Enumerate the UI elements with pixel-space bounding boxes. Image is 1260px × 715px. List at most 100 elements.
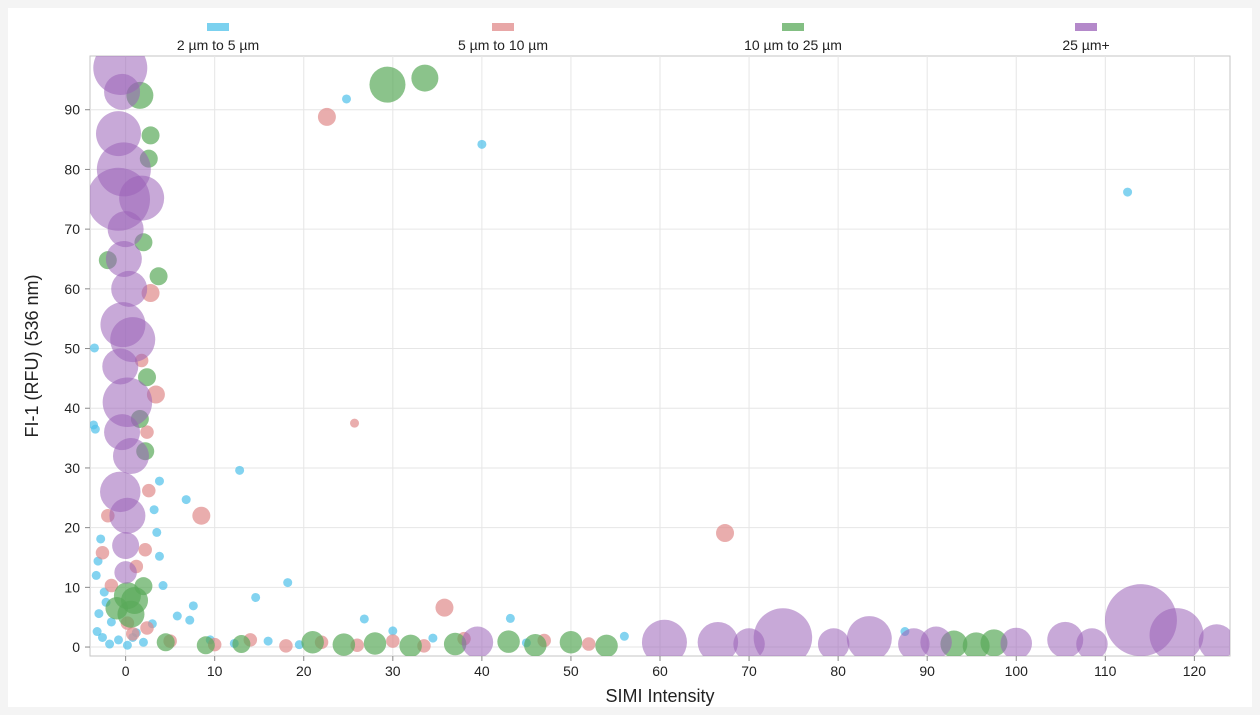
data-point xyxy=(109,497,146,534)
data-point xyxy=(359,614,369,624)
data-point xyxy=(435,598,454,617)
data-point xyxy=(980,629,1008,656)
data-point xyxy=(279,639,293,653)
data-point xyxy=(185,615,195,625)
y-tick-label: 50 xyxy=(64,341,80,357)
data-point xyxy=(817,628,850,656)
data-point xyxy=(428,633,438,643)
data-point xyxy=(138,368,156,387)
y-axis-label: FI-1 (RFU) (536 nm) xyxy=(22,274,42,437)
y-tick-label: 10 xyxy=(64,579,80,595)
data-point xyxy=(154,476,164,486)
data-point xyxy=(196,636,215,655)
x-tick-label: 120 xyxy=(1183,663,1207,679)
data-point xyxy=(112,532,140,560)
y-tick-label: 30 xyxy=(64,460,80,476)
data-point xyxy=(114,561,137,584)
x-tick-label: 50 xyxy=(563,663,579,679)
legend-label: 25 µm+ xyxy=(1062,37,1109,53)
x-tick-label: 90 xyxy=(919,663,935,679)
data-point xyxy=(152,527,162,537)
data-point xyxy=(102,377,153,428)
x-tick-label: 30 xyxy=(385,663,401,679)
data-point xyxy=(697,622,739,656)
data-point xyxy=(154,551,164,561)
data-point xyxy=(619,631,629,641)
data-point xyxy=(235,465,245,475)
y-tick-label: 0 xyxy=(72,639,80,655)
data-point xyxy=(716,524,735,543)
y-tick-label: 60 xyxy=(64,281,80,297)
data-point xyxy=(90,424,100,434)
scatter-chart: 2 µm to 5 µm 5 µm to 10 µm 10 µm to 25 µm 2… xyxy=(22,23,1231,706)
data-point xyxy=(232,635,251,654)
data-point xyxy=(505,613,515,623)
data-point xyxy=(92,627,102,637)
data-point xyxy=(524,634,547,656)
x-tick-label: 70 xyxy=(741,663,757,679)
data-point xyxy=(497,630,520,653)
x-tick-label: 60 xyxy=(652,663,668,679)
data-point xyxy=(411,64,439,92)
data-point xyxy=(140,425,154,439)
data-point xyxy=(112,438,149,474)
data-point xyxy=(317,107,336,126)
x-tick-label: 40 xyxy=(474,663,490,679)
data-point xyxy=(126,627,140,641)
data-points xyxy=(90,56,1230,656)
data-point xyxy=(96,534,106,544)
data-point xyxy=(1076,628,1108,656)
data-point xyxy=(898,628,930,656)
series-group xyxy=(90,56,1230,656)
data-point xyxy=(477,139,487,149)
legend-label: 5 µm to 10 µm xyxy=(458,37,548,53)
data-point xyxy=(388,626,398,636)
data-point xyxy=(95,545,110,560)
data-point xyxy=(443,632,467,656)
data-point xyxy=(181,495,191,505)
y-tick-label: 70 xyxy=(64,221,80,237)
data-point xyxy=(107,211,144,248)
data-point xyxy=(559,631,583,654)
data-point xyxy=(94,609,104,619)
data-point xyxy=(141,126,160,145)
data-point xyxy=(342,94,351,104)
data-point xyxy=(156,633,175,652)
data-point xyxy=(140,621,154,635)
data-point xyxy=(138,637,148,647)
data-point xyxy=(117,600,145,628)
data-point xyxy=(114,635,123,645)
data-point xyxy=(582,637,596,651)
data-point xyxy=(149,267,168,286)
data-point xyxy=(104,73,141,110)
data-point xyxy=(386,634,400,648)
chart-panel: 2 µm to 5 µm 5 µm to 10 µm 10 µm to 25 µm 2… xyxy=(8,8,1252,707)
axes: 0 10 20 30 40 50 60 70 80 90 100 110 120 0 10 20 30 40 50 6… xyxy=(64,102,1206,679)
data-point xyxy=(1149,608,1204,656)
y-tick-label: 40 xyxy=(64,400,80,416)
series-group xyxy=(98,64,1008,656)
x-tick-label: 20 xyxy=(296,663,312,679)
legend: 2 µm to 5 µm 5 µm to 10 µm 10 µm to 25 µm 2… xyxy=(177,23,1110,53)
data-point xyxy=(122,640,132,650)
legend-swatch xyxy=(207,23,229,31)
data-point xyxy=(363,632,387,655)
data-point xyxy=(369,66,406,103)
x-tick-label: 10 xyxy=(207,663,223,679)
data-point xyxy=(105,639,115,649)
data-point xyxy=(1000,627,1032,656)
data-point xyxy=(1047,621,1084,656)
data-point xyxy=(172,611,182,621)
data-point xyxy=(283,578,293,588)
data-point xyxy=(111,270,148,307)
legend-label: 2 µm to 5 µm xyxy=(177,37,259,53)
data-point xyxy=(251,592,261,602)
y-tick-label: 20 xyxy=(64,520,80,536)
x-tick-label: 80 xyxy=(830,663,846,679)
data-point xyxy=(1198,624,1230,656)
data-point xyxy=(753,608,813,656)
data-point xyxy=(192,506,211,525)
data-point xyxy=(301,631,324,654)
x-axis-label: SIMI Intensity xyxy=(605,686,714,706)
